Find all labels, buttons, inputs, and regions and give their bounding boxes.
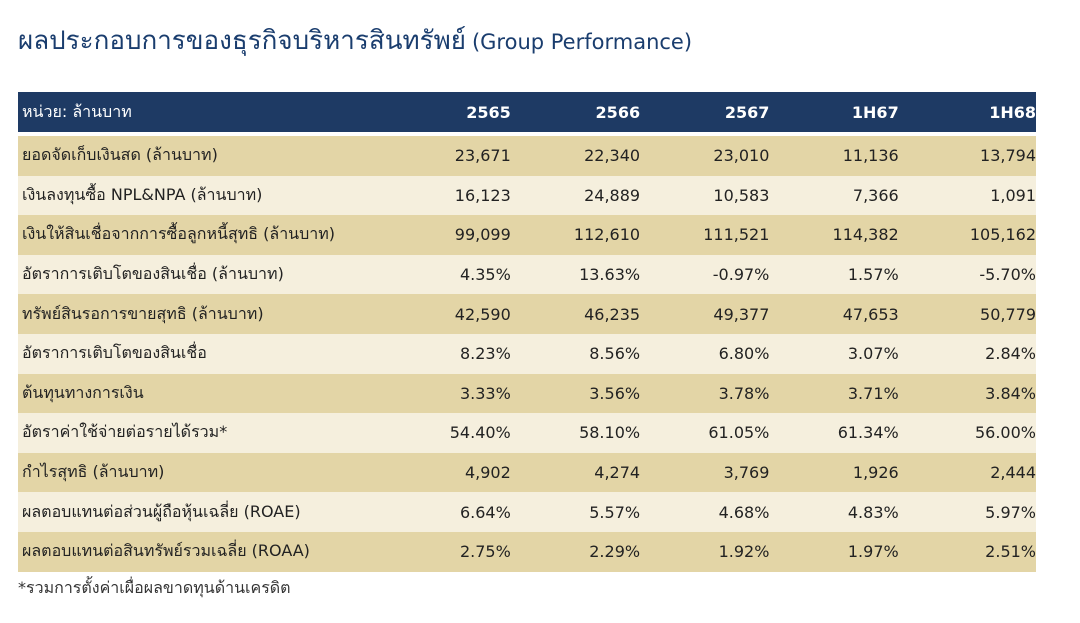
table-cell: 8.23%: [459, 344, 511, 364]
table-cell: 4.83%: [847, 502, 899, 522]
table-header-row: หน่วย: ล้านบาท 2565 2566 2567 1H67 1H68: [18, 92, 1036, 132]
table-cell: 4,902: [464, 463, 511, 483]
row-label: ผลตอบแทนต่อส่วนผู้ถือหุ้นเฉลี่ย (ROAE): [22, 501, 301, 521]
table-cell: 58.10%: [579, 423, 641, 443]
table-row: ผลตอบแทนต่อส่วนผู้ถือหุ้นเฉลี่ย (ROAE) 6.…: [18, 492, 1036, 532]
column-header: 2565: [466, 102, 511, 122]
table-cell: 54.40%: [449, 423, 511, 443]
table-cell: 49,377: [713, 304, 770, 324]
table-row: เงินลงทุนซื้อ NPL&NPA (ล้านบาท) 16,123 24,…: [18, 175, 1036, 216]
table-row: อัตราการเติบโตของสินเชื่อ 8.23% 8.56% 6.80%…: [18, 333, 1036, 374]
page-title-english: (Group Performance): [471, 30, 693, 54]
row-label: ผลตอบแทนต่อสินทรัพย์รวมเฉลี่ย (ROAA): [22, 541, 310, 561]
table-cell: 5.97%: [985, 502, 1036, 522]
table-cell: 4,274: [594, 463, 641, 483]
column-header: 1H68: [989, 102, 1036, 122]
table-row: เงินให้สินเชื่อจากการซื้อลูกหนี้สุทธิ (ล…: [18, 215, 1036, 255]
table-cell: 3.71%: [847, 383, 899, 403]
row-label: ต้นทุนทางการเงิน: [22, 382, 144, 402]
table-cell: 50,779: [980, 304, 1036, 324]
row-label: ยอดจัดเก็บเงินสด (ล้านบาท): [22, 145, 218, 165]
table-cell: 2.51%: [985, 542, 1036, 562]
table-cell: 61.05%: [708, 423, 770, 443]
table-cell: 6.80%: [718, 344, 770, 364]
table-cell: 1.92%: [718, 542, 770, 562]
row-label: อัตราการเติบโตของสินเชื่อ (ล้านบาท): [22, 264, 284, 284]
table-cell: 3.56%: [589, 383, 641, 403]
table-cell: 47,653: [842, 304, 899, 324]
table-cell: 56.00%: [974, 423, 1036, 443]
table-cell: 2.29%: [589, 542, 641, 562]
table-cell: 3,769: [723, 463, 770, 483]
table-cell: 13.63%: [579, 265, 641, 285]
row-label: อัตราค่าใช้จ่ายต่อรายได้รวม*: [22, 422, 228, 442]
table-cell: 1,091: [990, 185, 1036, 205]
row-label: กำไรสุทธิ (ล้านบาท): [22, 462, 165, 482]
table-cell: -0.97%: [712, 265, 770, 285]
table-cell: 13,794: [980, 146, 1036, 166]
table-cell: 11,136: [842, 146, 899, 166]
table-cell: 23,010: [713, 146, 770, 166]
table-row: ผลตอบแทนต่อสินทรัพย์รวมเฉลี่ย (ROAA) 2.75…: [18, 531, 1036, 572]
table-cell: 61.34%: [837, 423, 899, 443]
table-cell: 112,610: [573, 225, 641, 245]
table-cell: 2.84%: [985, 344, 1036, 364]
table-cell: 5.57%: [589, 502, 641, 522]
table-cell: 4.35%: [459, 265, 511, 285]
table-cell: 1,926: [852, 463, 899, 483]
table-cell: 105,162: [969, 225, 1036, 245]
table-cell: 3.33%: [459, 383, 511, 403]
table-cell: 42,590: [454, 304, 511, 324]
row-label: อัตราการเติบโตของสินเชื่อ: [22, 343, 207, 363]
table-cell: 6.64%: [459, 502, 511, 522]
column-header: 2566: [595, 102, 641, 122]
table-row: อัตราการเติบโตของสินเชื่อ (ล้านบาท) 4.35%…: [18, 254, 1036, 295]
table-cell: 16,123: [454, 185, 511, 205]
table-cell: 46,235: [584, 304, 641, 324]
table-cell: 8.56%: [589, 344, 641, 364]
table-row: กำไรสุทธิ (ล้านบาท) 4,902 4,274 3,769 1,926 2…: [18, 452, 1036, 493]
table-cell: 23,671: [454, 146, 511, 166]
table-row: ต้นทุนทางการเงิน 3.33% 3.56% 3.78% 3.71% 3.84…: [18, 373, 1036, 414]
column-header: 2567: [724, 102, 770, 122]
table-cell: 1.57%: [847, 265, 899, 285]
table-cell: 22,340: [584, 146, 641, 166]
table-cell: 1.97%: [847, 542, 899, 562]
table-cell: 10,583: [713, 185, 770, 205]
table-cell: 3.84%: [985, 383, 1036, 403]
table-cell: 7,366: [852, 185, 899, 205]
table-cell: 3.07%: [847, 344, 899, 364]
performance-table: หน่วย: ล้านบาท 2565 2566 2567 1H67 1H68 …: [18, 92, 1036, 572]
table-cell: 3.78%: [718, 383, 770, 403]
table-row: ทรัพย์สินรอการขายสุทธิ (ล้านบาท) 42,590 46…: [18, 294, 1036, 334]
table-cell: 24,889: [584, 185, 641, 205]
table-cell: 99,099: [454, 225, 511, 245]
unit-label: หน่วย: ล้านบาท: [22, 101, 132, 121]
table-cell: 114,382: [832, 225, 899, 245]
page-title-thai: ผลประกอบการของธุรกิจบริหารสินทรัพย์: [18, 26, 466, 56]
column-header: 1H67: [851, 102, 899, 122]
table-cell: 2,444: [990, 463, 1036, 483]
table-body: ยอดจัดเก็บเงินสด (ล้านบาท) 23,671 22,340 23…: [18, 136, 1036, 572]
footnote: *รวมการตั้งค่าเผื่อผลขาดทุนด้านเครดิต: [18, 578, 291, 597]
table-cell: 2.75%: [459, 542, 511, 562]
row-label: เงินให้สินเชื่อจากการซื้อลูกหนี้สุทธิ (ล…: [22, 224, 336, 244]
table-cell: 4.68%: [718, 502, 770, 522]
table-row: ยอดจัดเก็บเงินสด (ล้านบาท) 23,671 22,340 23…: [18, 136, 1036, 176]
page-title: ผลประกอบการของธุรกิจบริหารสินทรัพย์ (Grou…: [18, 20, 692, 61]
header-separator: [18, 132, 1036, 136]
row-label: ทรัพย์สินรอการขายสุทธิ (ล้านบาท): [22, 303, 264, 323]
table-cell: -5.70%: [979, 265, 1036, 285]
row-label: เงินลงทุนซื้อ NPL&NPA (ล้านบาท): [22, 184, 263, 204]
table-row: อัตราค่าใช้จ่ายต่อรายได้รวม* 54.40% 58.10%…: [18, 413, 1036, 453]
table-cell: 111,521: [703, 225, 770, 245]
